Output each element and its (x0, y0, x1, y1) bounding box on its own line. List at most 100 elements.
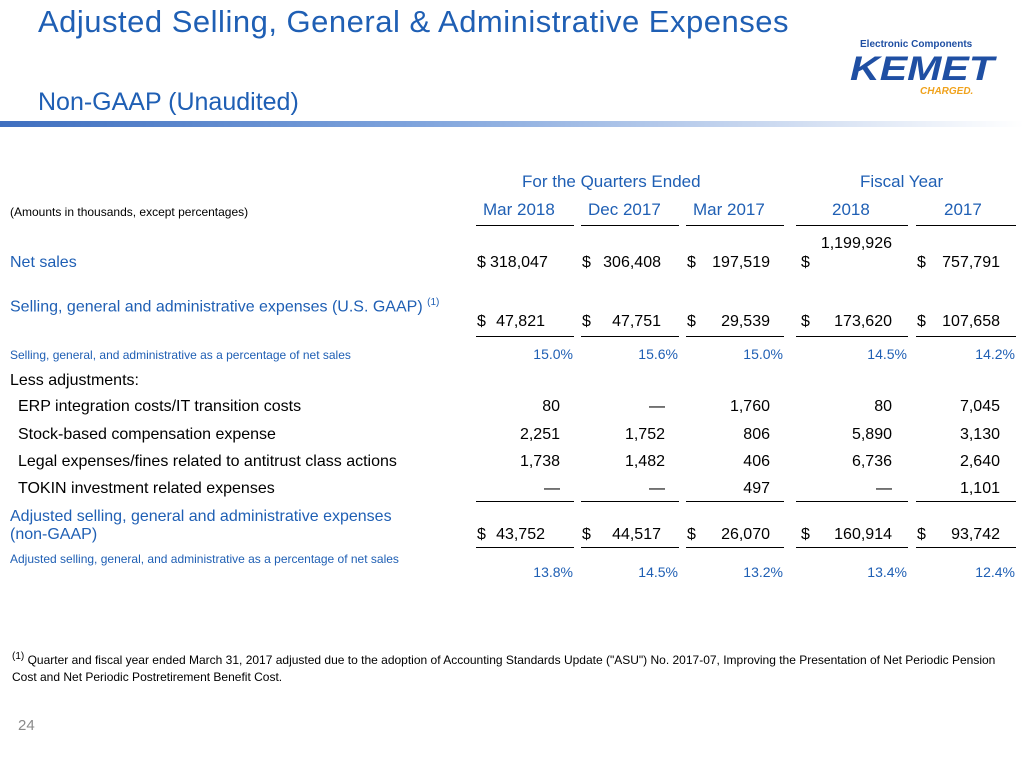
cell-adj-sga-fy2018: 160,914 (834, 526, 892, 543)
row-rule (476, 501, 574, 502)
currency-symbol: $ (917, 526, 926, 543)
cell-erp-fy2017: 7,045 (959, 398, 1000, 415)
row-rule (916, 336, 1016, 337)
currency-symbol: $ (477, 526, 486, 543)
cell-legal-fy2017: 2,640 (959, 453, 1000, 470)
cell-stock-dec2017: 1,752 (624, 426, 665, 443)
col-header-fy2018: 2018 (832, 200, 870, 219)
row-label-adj-pct: Adjusted selling, general, and administr… (10, 552, 399, 566)
row-label-tokin: TOKIN investment related expenses (18, 480, 275, 497)
cell-net-sales-mar2018: 318,047 (490, 254, 548, 271)
cell-erp-mar2017: 1,760 (729, 398, 770, 415)
header-rule (581, 225, 679, 226)
cell-sga-pct-mar2017: 15.0% (743, 346, 783, 362)
cell-adj-sga-mar2017: 26,070 (721, 526, 770, 543)
col-header-mar2017: Mar 2017 (693, 200, 765, 219)
header-rule (796, 225, 908, 226)
currency-symbol: $ (801, 313, 810, 330)
cell-tokin-mar2017: 497 (743, 480, 770, 497)
cell-sga-gaap-dec2017: 47,751 (612, 313, 661, 330)
cell-sga-gaap-mar2017: 29,539 (721, 313, 770, 330)
currency-symbol: $ (801, 526, 810, 543)
cell-sga-pct-dec2017: 15.6% (638, 346, 678, 362)
cell-stock-mar2017: 806 (743, 426, 770, 443)
row-rule (686, 501, 784, 502)
row-label-erp: ERP integration costs/IT transition cost… (18, 398, 302, 415)
cell-sga-gaap-fy2018: 173,620 (834, 313, 892, 330)
row-label-sga-gaap: Selling, general and administrative expe… (10, 294, 465, 316)
row-rule (686, 547, 784, 548)
currency-symbol: $ (687, 254, 696, 271)
cell-stock-fy2018: 5,890 (851, 426, 892, 443)
row-rule (686, 336, 784, 337)
cell-adj-sga-mar2018: 43,752 (496, 526, 545, 543)
cell-net-sales-mar2017: 197,519 (712, 254, 770, 271)
row-rule (581, 547, 679, 548)
header-rule (476, 225, 574, 226)
row-rule (916, 547, 1016, 548)
row-rule (796, 501, 908, 502)
currency-symbol: $ (477, 313, 486, 330)
row-rule (796, 547, 908, 548)
cell-adj-sga-dec2017: 44,517 (612, 526, 661, 543)
cell-adj-sga-fy2017: 93,742 (951, 526, 1000, 543)
group-header-fiscal: Fiscal Year (860, 172, 944, 191)
title-divider (0, 121, 1024, 127)
row-rule (796, 336, 908, 337)
cell-legal-dec2017: 1,482 (624, 453, 665, 470)
row-label-adj-sga: Adjusted selling, general and administra… (10, 508, 392, 543)
cell-net-sales-fy2017: 757,791 (942, 254, 1000, 271)
kemet-logo: Electronic Components KEMET CHARGED. (848, 36, 998, 100)
row-rule (581, 501, 679, 502)
cell-stock-mar2018: 2,251 (519, 426, 560, 443)
logo-brand: KEMET (850, 50, 998, 88)
units-note: (Amounts in thousands, except percentage… (10, 205, 249, 219)
cell-sga-pct-fy2017: 14.2% (975, 346, 1015, 362)
cell-legal-fy2018: 6,736 (851, 453, 892, 470)
row-rule (916, 501, 1016, 502)
cell-net-sales-dec2017: 306,408 (603, 254, 661, 271)
cell-tokin-dec2017: — (649, 480, 665, 497)
currency-symbol: $ (582, 313, 591, 330)
col-header-fy2017: 2017 (944, 200, 982, 219)
sga-gaap-label-text: Selling, general and administrative expe… (10, 298, 423, 316)
row-rule (476, 547, 574, 548)
footnote-ref: (1) (427, 297, 440, 308)
currency-symbol: $ (917, 254, 926, 271)
cell-erp-mar2018: 80 (542, 398, 560, 415)
page-title: Adjusted Selling, General & Administrati… (38, 4, 789, 39)
cell-sga-gaap-mar2018: 47,821 (496, 313, 545, 330)
page-subtitle: Non-GAAP (Unaudited) (38, 88, 299, 116)
cell-tokin-fy2018: — (876, 480, 892, 497)
cell-erp-dec2017: — (649, 398, 665, 415)
logo-charged: CHARGED. (920, 86, 973, 97)
footnote-text: Quarter and fiscal year ended March 31, … (12, 653, 996, 684)
cell-net-sales-fy2018: 1,199,926 (820, 235, 892, 252)
currency-symbol: $ (582, 254, 591, 271)
cell-legal-mar2018: 1,738 (519, 453, 560, 470)
cell-legal-mar2017: 406 (743, 453, 770, 470)
cell-adj-pct-fy2018: 13.4% (867, 564, 907, 580)
row-label-net-sales: Net sales (10, 254, 77, 271)
group-header-quarters: For the Quarters Ended (522, 172, 701, 191)
kemet-logo-graphic: Electronic Components KEMET CHARGED. (850, 39, 998, 97)
currency-symbol: $ (477, 254, 486, 271)
footnote: (1) Quarter and fiscal year ended March … (12, 648, 1002, 686)
cell-sga-pct-mar2018: 15.0% (533, 346, 573, 362)
cell-tokin-mar2018: — (544, 480, 560, 497)
header-rule (686, 225, 784, 226)
cell-stock-fy2017: 3,130 (959, 426, 1000, 443)
footnote-marker: (1) (12, 651, 25, 662)
cell-sga-pct-fy2018: 14.5% (867, 346, 907, 362)
row-label-sga-pct: Selling, general, and administrative as … (10, 348, 351, 362)
cell-erp-fy2018: 80 (874, 398, 892, 415)
logo-tagline: Electronic Components (860, 39, 973, 50)
cell-sga-gaap-fy2017: 107,658 (942, 313, 1000, 330)
currency-symbol: $ (687, 313, 696, 330)
row-rule (581, 336, 679, 337)
cell-adj-pct-fy2017: 12.4% (975, 564, 1015, 580)
row-label-stock-comp: Stock-based compensation expense (18, 426, 276, 443)
col-header-dec2017: Dec 2017 (588, 200, 661, 219)
currency-symbol: $ (917, 313, 926, 330)
cell-tokin-fy2017: 1,101 (959, 480, 1000, 497)
